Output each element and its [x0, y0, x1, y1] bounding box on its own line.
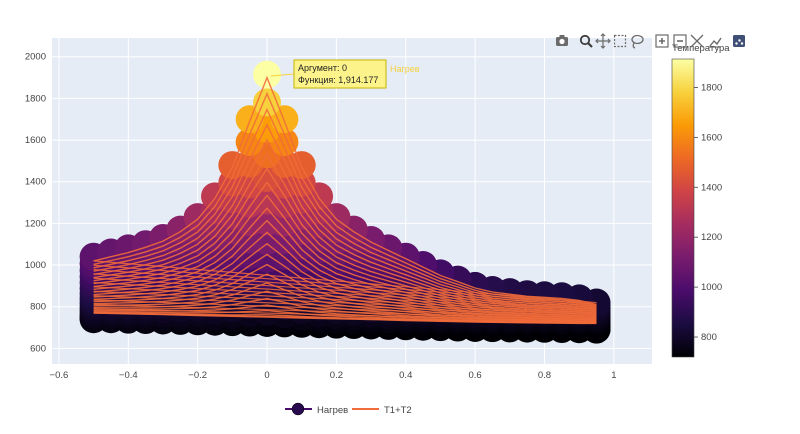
- t1-t2-line[interactable]: [93, 312, 597, 324]
- t1-t2-line[interactable]: [93, 303, 597, 321]
- tooltip-line-argument: Аргумент: 0: [298, 63, 347, 73]
- t1-t2-lines[interactable]: [93, 75, 597, 325]
- y-tick-label: 1200: [25, 218, 46, 229]
- x-tick-label: 0: [264, 370, 269, 381]
- t1-t2-line[interactable]: [93, 268, 597, 307]
- y-tick-label: 1000: [25, 260, 46, 271]
- t1-t2-line[interactable]: [93, 281, 597, 312]
- colorbar-tick-label: 1400: [701, 182, 722, 193]
- y-tick-label: 1800: [25, 93, 46, 104]
- legend-label-t1-t2: T1+T2: [384, 405, 412, 416]
- pan-icon[interactable]: [595, 33, 611, 49]
- box-select-icon[interactable]: [612, 33, 628, 49]
- x-tick-label: 1: [611, 370, 616, 381]
- t1-t2-line[interactable]: [93, 263, 597, 320]
- autoscale-icon[interactable]: [689, 33, 705, 49]
- t1-t2-line[interactable]: [93, 277, 597, 311]
- x-tick-label: 0.2: [330, 370, 343, 381]
- t1-t2-line[interactable]: [93, 308, 597, 323]
- t1-t2-line[interactable]: [93, 260, 597, 304]
- colorbar-tick-label: 800: [701, 332, 717, 343]
- y-tick-label: 600: [30, 343, 46, 354]
- x-tick-label: −0.2: [188, 370, 207, 381]
- reset-axes-icon[interactable]: [707, 33, 723, 49]
- y-axis: 600 800 1000 1200 1400 1600 1800 2000: [25, 52, 46, 355]
- x-tick-label: −0.6: [50, 370, 69, 381]
- legend-item-heating[interactable]: Нагрев: [285, 402, 348, 416]
- plotly-logo-icon[interactable]: [731, 33, 747, 49]
- t1-t2-line[interactable]: [93, 273, 597, 309]
- zoom-icon[interactable]: [578, 33, 594, 49]
- colorbar-title: Температура: [672, 43, 730, 54]
- t1-t2-line[interactable]: [93, 295, 597, 318]
- heating-marker[interactable]: [270, 105, 299, 134]
- colorbar-tick-label: 1200: [701, 232, 722, 243]
- x-tick-label: 0.4: [399, 370, 412, 381]
- t1-t2-line[interactable]: [93, 91, 597, 307]
- colorbar: 800 1000 1200 1400 1600 1800 Температура: [671, 43, 730, 358]
- colorbar-tick-label: 1800: [701, 82, 722, 93]
- t1-t2-line[interactable]: [93, 286, 597, 314]
- zoom-out-icon[interactable]: [672, 33, 688, 49]
- x-tick-label: 0.6: [469, 370, 482, 381]
- t1-t2-line[interactable]: [93, 299, 597, 319]
- x-tick-label: −0.4: [119, 370, 138, 381]
- y-tick-label: 1600: [25, 135, 46, 146]
- heating-marker[interactable]: [235, 105, 264, 134]
- colorbar-tick-label: 1000: [701, 282, 722, 293]
- legend-label-heating: Нагрев: [317, 405, 348, 416]
- lasso-icon[interactable]: [629, 33, 645, 49]
- t1-t2-line[interactable]: [93, 75, 597, 306]
- y-tick-label: 2000: [25, 52, 46, 63]
- x-axis: −0.6 −0.4 −0.2 0 0.2 0.4 0.6 0.8 1: [50, 370, 617, 381]
- t1-t2-line[interactable]: [93, 290, 597, 316]
- colorbar-tick-label: 1600: [701, 132, 722, 143]
- tooltip-line-function: Функция: 1,914.177: [298, 75, 378, 85]
- t1-t2-line[interactable]: [93, 264, 597, 305]
- zoom-in-icon[interactable]: [654, 33, 670, 49]
- legend-item-t1-t2[interactable]: T1+T2: [352, 405, 412, 416]
- t1-t2-line[interactable]: [93, 167, 597, 313]
- t1-t2-line[interactable]: [93, 207, 597, 316]
- t1-t2-line[interactable]: [93, 153, 597, 312]
- tooltip-trace-name: Нагрев: [390, 64, 420, 74]
- y-tick-label: 800: [30, 302, 46, 313]
- y-tick-label: 1400: [25, 177, 46, 188]
- x-tick-label: 0.8: [538, 370, 551, 381]
- camera-icon[interactable]: [554, 33, 570, 49]
- heating-marker[interactable]: [253, 60, 282, 89]
- hover-tooltip: Аргумент: 0 Функция: 1,914.177 Нагрев: [270, 59, 420, 89]
- legend: Нагрев T1+T2: [285, 402, 412, 416]
- modebar: [554, 33, 747, 49]
